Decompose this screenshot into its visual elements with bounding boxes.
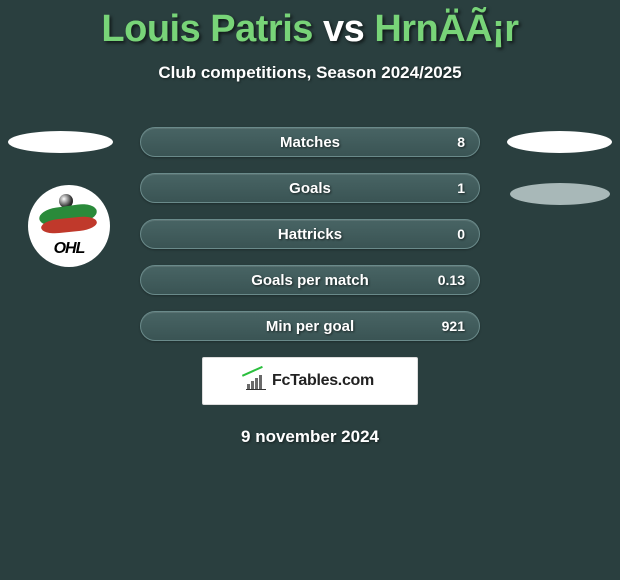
brand-badge[interactable]: FcTables.com [202, 357, 418, 405]
stat-row-goals-per-match: Goals per match 0.13 [140, 265, 480, 295]
page-title: Louis Patris vs HrnÄÃ¡r [0, 0, 620, 51]
stat-value: 1 [457, 180, 465, 196]
content-area: OHL Matches 8 Goals 1 Hattricks 0 Goals … [0, 127, 620, 447]
stat-row-goals: Goals 1 [140, 173, 480, 203]
stat-rows: Matches 8 Goals 1 Hattricks 0 Goals per … [140, 127, 480, 341]
stat-label: Goals [289, 180, 331, 197]
stat-value: 0.13 [438, 272, 465, 288]
club-logo-text: OHL [35, 240, 103, 258]
stat-value: 0 [457, 226, 465, 242]
stats-comparison-card: Louis Patris vs HrnÄÃ¡r Club competition… [0, 0, 620, 447]
stat-label: Matches [280, 134, 340, 151]
stat-value: 921 [442, 318, 465, 334]
subtitle: Club competitions, Season 2024/2025 [0, 63, 620, 83]
stat-row-hattricks: Hattricks 0 [140, 219, 480, 249]
stat-row-matches: Matches 8 [140, 127, 480, 157]
player2-indicator-ellipse [507, 131, 612, 153]
chart-icon [246, 372, 266, 390]
player1-indicator-ellipse [8, 131, 113, 153]
stat-value: 8 [457, 134, 465, 150]
brand-text: FcTables.com [272, 372, 374, 390]
ohl-logo-icon: OHL [35, 192, 103, 260]
player1-club-logo: OHL [28, 185, 110, 267]
player2-name: HrnÄÃ¡r [374, 8, 518, 50]
player2-club-ellipse [510, 183, 610, 205]
stat-label: Goals per match [251, 272, 369, 289]
stat-row-min-per-goal: Min per goal 921 [140, 311, 480, 341]
vs-separator: vs [323, 8, 364, 50]
date-text: 9 november 2024 [0, 427, 620, 447]
stat-label: Hattricks [278, 226, 342, 243]
player1-name: Louis Patris [101, 8, 313, 50]
stat-label: Min per goal [266, 318, 354, 335]
